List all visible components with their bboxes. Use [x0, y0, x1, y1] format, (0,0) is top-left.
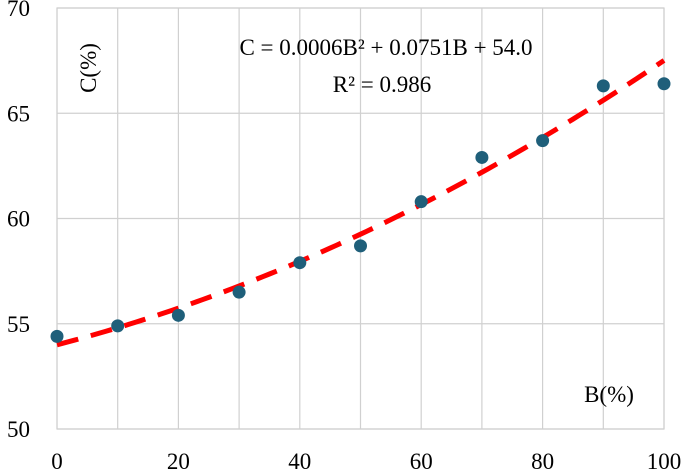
data-point — [111, 319, 125, 333]
tick-labels: 0 20 40 60 80 100 50 55 60 65 70 — [7, 0, 681, 473]
y-tick-label: 70 — [7, 0, 30, 21]
y-tick-label: 65 — [7, 101, 30, 126]
y-tick-label: 55 — [7, 312, 30, 337]
x-tick-label: 80 — [531, 449, 554, 473]
data-point — [536, 134, 550, 148]
data-point — [596, 79, 610, 93]
x-tick-label: 0 — [51, 449, 63, 473]
x-tick-label: 20 — [167, 449, 190, 473]
data-point — [232, 285, 246, 299]
data-point — [50, 329, 64, 343]
trendline — [56, 58, 666, 348]
r-squared-label: R² = 0.986 — [333, 72, 431, 97]
plot-frame — [56, 7, 665, 430]
regression-equation: C = 0.0006B² + 0.0751B + 54.0 — [239, 35, 532, 60]
y-tick-label: 60 — [7, 207, 30, 232]
data-point — [414, 195, 428, 209]
data-point — [354, 239, 367, 253]
data-point — [475, 150, 489, 164]
x-tick-label: 100 — [647, 449, 682, 473]
data-point — [657, 77, 671, 91]
trendline-layer — [56, 58, 666, 348]
data-points — [50, 77, 671, 343]
x-tick-label: 60 — [410, 449, 433, 473]
data-point — [293, 256, 307, 270]
y-axis-label: C(%) — [76, 43, 101, 93]
data-point — [171, 308, 185, 322]
x-axis-label: B(%) — [584, 382, 634, 407]
x-tick-label: 40 — [288, 449, 311, 473]
y-tick-label: 50 — [7, 417, 30, 442]
